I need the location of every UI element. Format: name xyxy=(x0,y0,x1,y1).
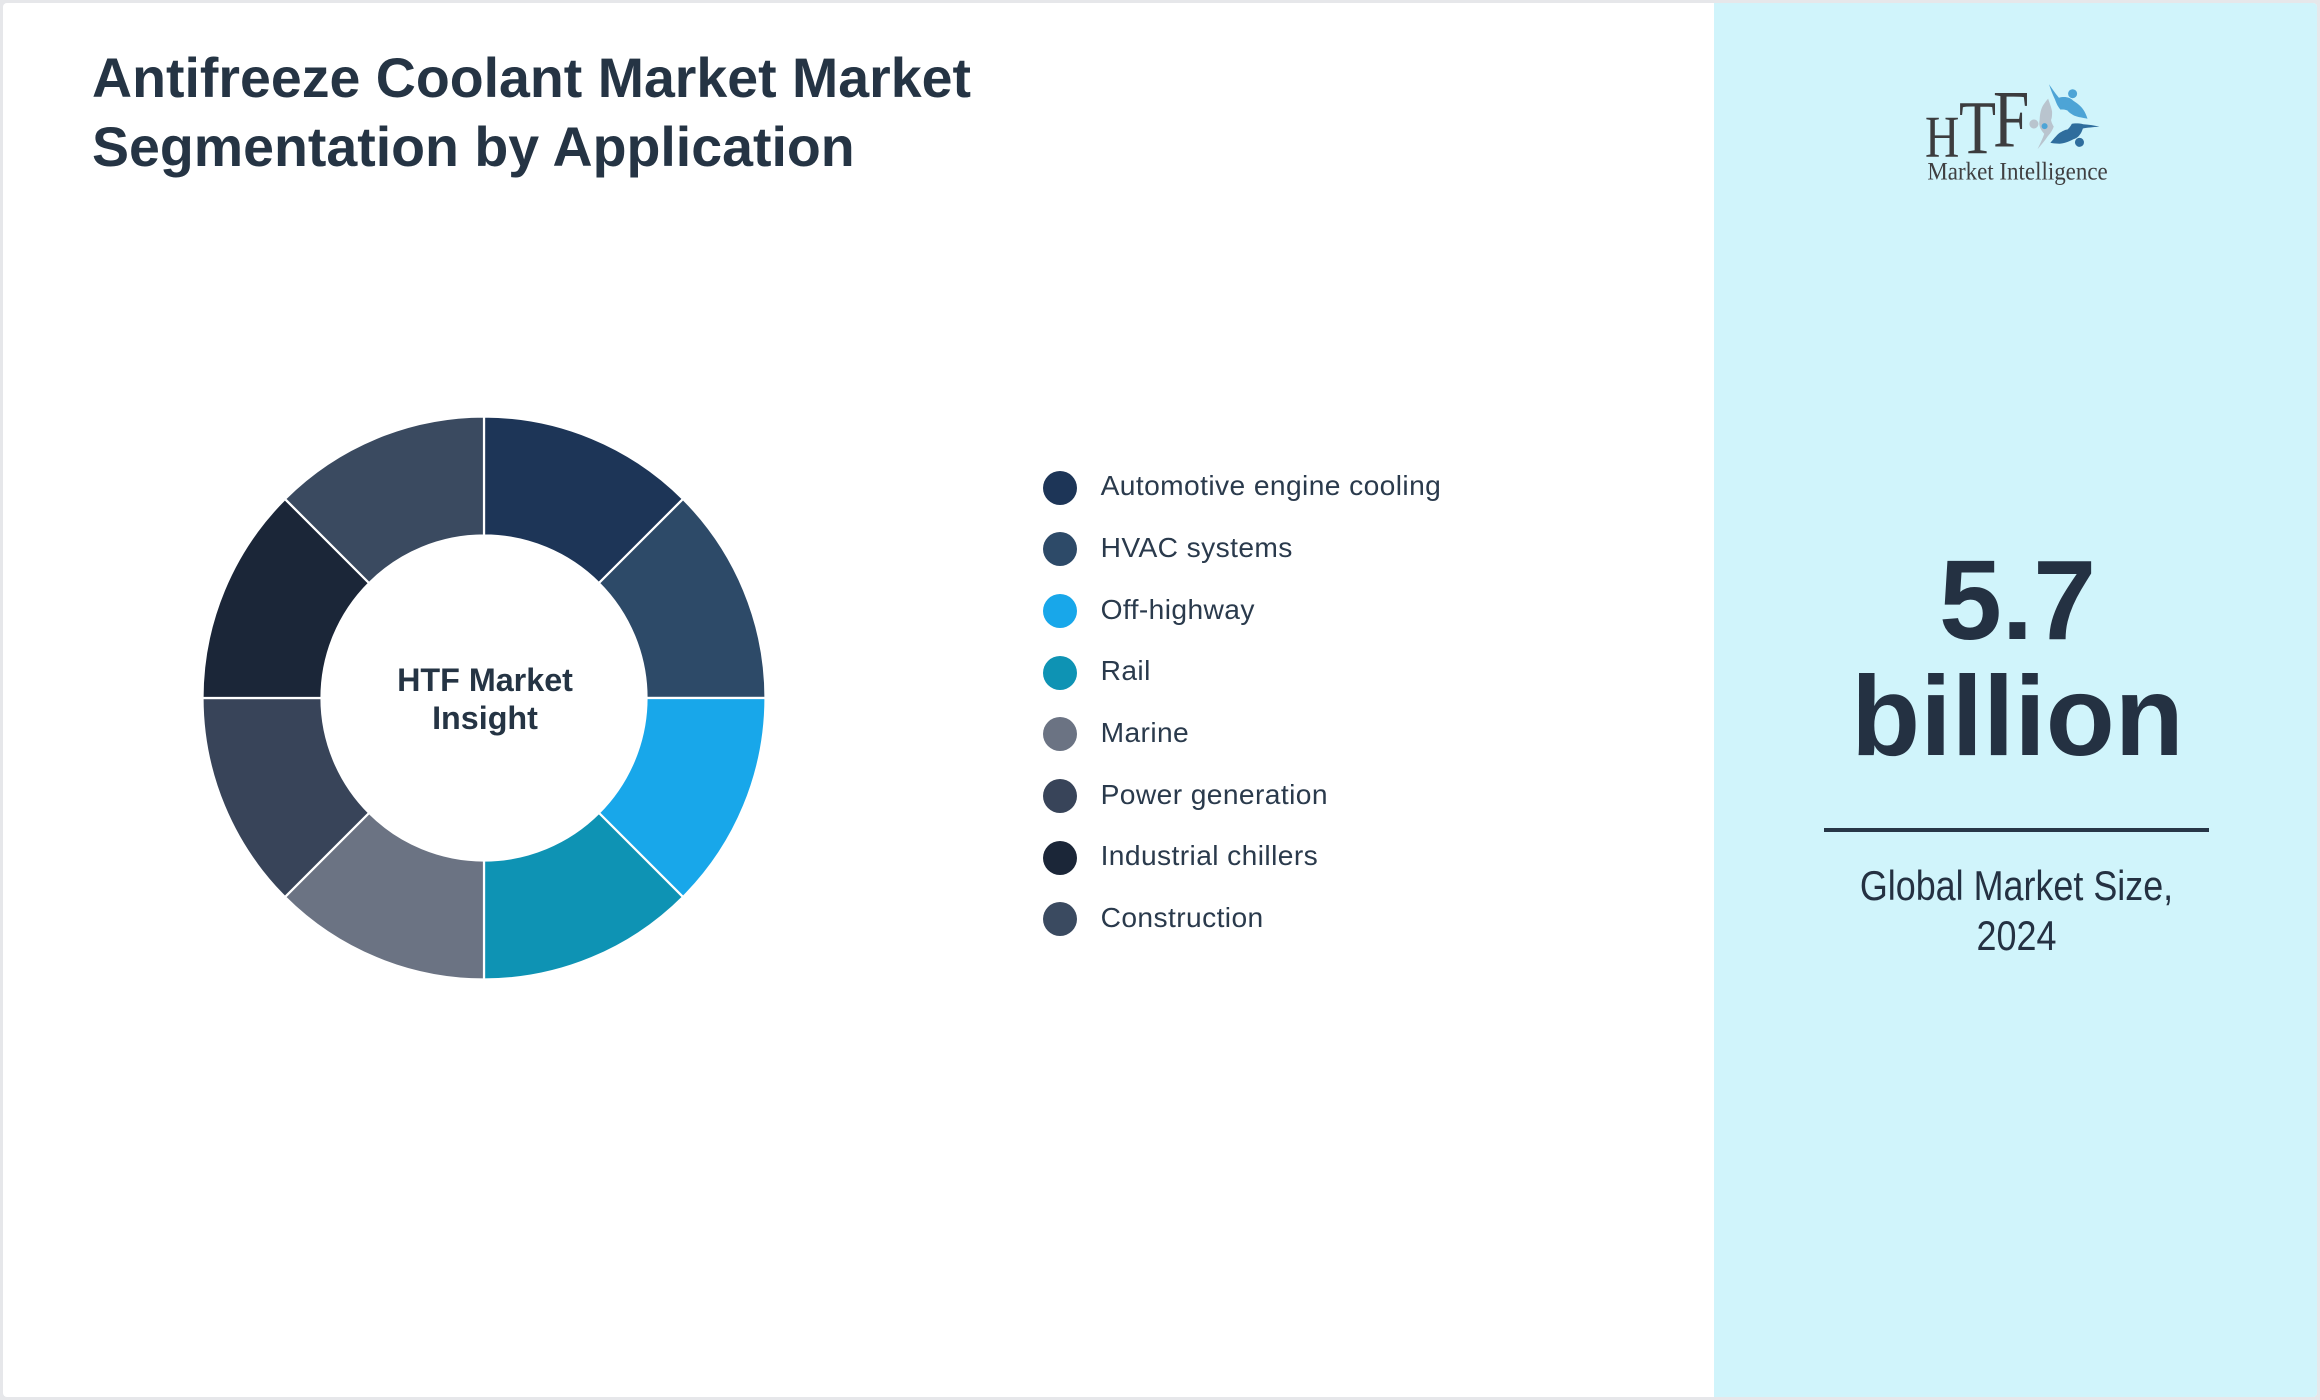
svg-text:F: F xyxy=(1993,75,2029,166)
svg-text:T: T xyxy=(1959,86,1996,170)
svg-text:Market Intelligence: Market Intelligence xyxy=(1927,157,2107,186)
svg-text:H: H xyxy=(1925,104,1959,170)
